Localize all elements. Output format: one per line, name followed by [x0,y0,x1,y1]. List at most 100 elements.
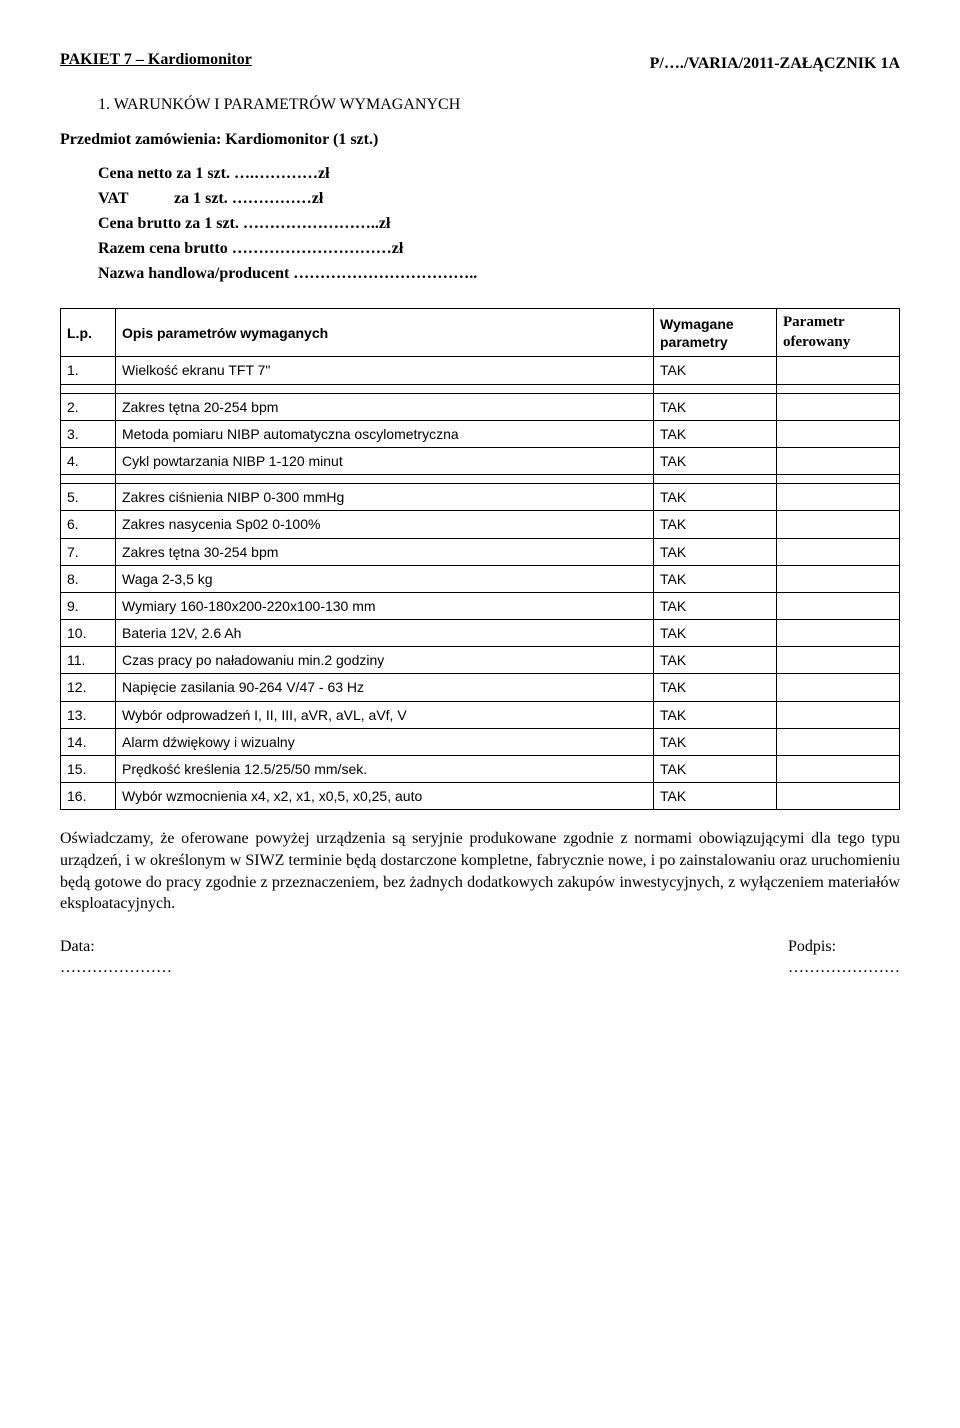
net-price: Cena netto za 1 szt. ….…………zł [98,162,900,187]
cell-opis: Zakres ciśnienia NIBP 0-300 mmHg [116,484,654,511]
cell-req: TAK [654,484,777,511]
cell-lp: 3. [61,420,116,447]
sign-label: Podpis: [788,937,900,958]
table-row: 15.Prędkość kreślenia 12.5/25/50 mm/sek.… [61,756,900,783]
table-row: 12.Napięcie zasilania 90-264 V/47 - 63 H… [61,674,900,701]
cell-off [777,538,900,565]
cell-lp: 16. [61,783,116,810]
col-req: Wymagane parametry [654,309,777,357]
section-title: WARUNKÓW I PARAMETRÓW WYMAGANYCH [114,96,461,113]
cell-opis: Napięcie zasilania 90-264 V/47 - 63 Hz [116,674,654,701]
price-block: Cena netto za 1 szt. ….…………zł VAT za 1 s… [98,162,900,286]
cell-req: TAK [654,538,777,565]
cell-opis: Wielkość ekranu TFT 7" [116,357,654,384]
table-row: 16.Wybór wzmocnienia x4, x2, x1, x0,5, x… [61,783,900,810]
cell-off [777,728,900,755]
subject-line: Przedmiot zamówienia: Kardiomonitor (1 s… [60,130,900,151]
cell-req: TAK [654,420,777,447]
total-price: Razem cena brutto …………………………zł [98,237,900,262]
section-heading: 1. WARUNKÓW I PARAMETRÓW WYMAGANYCH [98,95,900,116]
cell-req: TAK [654,701,777,728]
cell-lp: 1. [61,357,116,384]
date-dots: ………………… [60,958,172,979]
col-off: Parametr oferowany [777,309,900,357]
table-row: 14.Alarm dźwiękowy i wizualnyTAK [61,728,900,755]
cell-lp: 6. [61,511,116,538]
cell-off [777,484,900,511]
cell-opis: Wybór odprowadzeń I, II, III, aVR, aVL, … [116,701,654,728]
cell-opis: Metoda pomiaru NIBP automatyczna oscylom… [116,420,654,447]
cell-lp: 2. [61,393,116,420]
producer-line: Nazwa handlowa/producent …………………………….. [98,262,900,287]
table-row: 7.Zakres tętna 30-254 bpmTAK [61,538,900,565]
cell-lp: 5. [61,484,116,511]
table-row: 4.Cykl powtarzania NIBP 1-120 minutTAK [61,447,900,474]
cell-off [777,756,900,783]
cell-opis: Zakres tętna 20-254 bpm [116,393,654,420]
cell-lp: 11. [61,647,116,674]
cell-lp: 14. [61,728,116,755]
date-col: Data: ………………… [60,937,172,979]
cell-req: TAK [654,592,777,619]
table-row: 6.Zakres nasycenia Sp02 0-100%TAK [61,511,900,538]
table-row: 13.Wybór odprowadzeń I, II, III, aVR, aV… [61,701,900,728]
cell-off [777,592,900,619]
attachment-ref: P/…./VARIA/2011-ZAŁĄCZNIK 1A [650,54,900,75]
cell-off [777,420,900,447]
table-gap-row [61,475,900,484]
cell-off [777,393,900,420]
table-row: 2.Zakres tętna 20-254 bpmTAK [61,393,900,420]
col-lp: L.p. [61,309,116,357]
cell-lp: 12. [61,674,116,701]
cell-req: TAK [654,728,777,755]
table-header-row: L.p. Opis parametrów wymaganych Wymagane… [61,309,900,357]
table-row: 9.Wymiary 160-180x200-220x100-130 mmTAK [61,592,900,619]
table-row: 10.Bateria 12V, 2.6 AhTAK [61,620,900,647]
header: PAKIET 7 – Kardiomonitor P/…./VARIA/2011… [60,50,900,75]
cell-off [777,620,900,647]
package-title: PAKIET 7 – Kardiomonitor [60,50,252,71]
vat-label: VAT [98,187,174,212]
parameters-table: L.p. Opis parametrów wymaganych Wymagane… [60,308,900,810]
declaration-text: Oświadczamy, że oferowane powyżej urządz… [60,828,900,914]
cell-off [777,565,900,592]
cell-req: TAK [654,647,777,674]
signature-row: Data: ………………… Podpis: ………………… [60,937,900,979]
cell-lp: 8. [61,565,116,592]
cell-lp: 13. [61,701,116,728]
sign-col: Podpis: ………………… [788,937,900,979]
cell-opis: Prędkość kreślenia 12.5/25/50 mm/sek. [116,756,654,783]
cell-opis: Wymiary 160-180x200-220x100-130 mm [116,592,654,619]
table-row: 1.Wielkość ekranu TFT 7"TAK [61,357,900,384]
cell-off [777,701,900,728]
cell-lp: 4. [61,447,116,474]
cell-opis: Alarm dźwiękowy i wizualny [116,728,654,755]
cell-req: TAK [654,393,777,420]
cell-req: TAK [654,357,777,384]
table-gap-row [61,384,900,393]
table-row: 5.Zakres ciśnienia NIBP 0-300 mmHgTAK [61,484,900,511]
vat-value: za 1 szt. ……………zł [174,187,323,212]
cell-off [777,647,900,674]
date-label: Data: [60,937,172,958]
sign-dots: ………………… [788,958,900,979]
table-row: 11.Czas pracy po naładowaniu min.2 godzi… [61,647,900,674]
cell-opis: Bateria 12V, 2.6 Ah [116,620,654,647]
cell-off [777,447,900,474]
cell-lp: 15. [61,756,116,783]
cell-off [777,783,900,810]
cell-off [777,674,900,701]
cell-off [777,511,900,538]
cell-lp: 7. [61,538,116,565]
section-number: 1. [98,96,110,113]
cell-req: TAK [654,565,777,592]
cell-opis: Wybór wzmocnienia x4, x2, x1, x0,5, x0,2… [116,783,654,810]
cell-req: TAK [654,756,777,783]
cell-req: TAK [654,674,777,701]
cell-opis: Cykl powtarzania NIBP 1-120 minut [116,447,654,474]
col-opis: Opis parametrów wymaganych [116,309,654,357]
table-row: 3.Metoda pomiaru NIBP automatyczna oscyl… [61,420,900,447]
cell-lp: 9. [61,592,116,619]
cell-off [777,357,900,384]
cell-req: TAK [654,447,777,474]
